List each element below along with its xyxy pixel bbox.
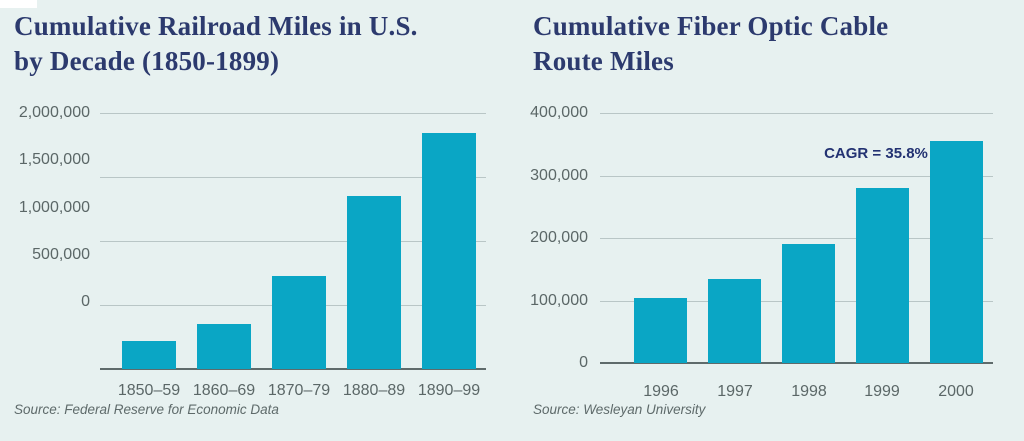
fiber-plot-area: 400,000 300,000 200,000 100,000 0 1996 1997 199…	[512, 0, 1024, 441]
x-tick-label: 1999	[864, 383, 900, 400]
railroad-title-line-1: Cumulative Railroad Miles in U.S.	[14, 11, 418, 41]
y-tick-label: 400,000	[530, 104, 588, 121]
y-tick-label: 2,000,000	[18, 104, 90, 121]
gridline	[600, 176, 993, 177]
bar-1996	[634, 298, 687, 363]
y-tick-label: 100,000	[530, 292, 588, 309]
gridline	[100, 241, 486, 242]
x-axis-line	[100, 368, 486, 370]
screenshot-edge-artifact	[0, 0, 37, 8]
x-tick-label: 1860–69	[192, 382, 256, 399]
bar-1998	[782, 244, 835, 363]
x-tick-label: 1890–99	[417, 382, 481, 399]
y-tick-label: 500,000	[32, 246, 90, 263]
bar-1880–89	[347, 196, 401, 369]
fiber-title-line-1: Cumulative Fiber Optic Cable	[533, 11, 889, 41]
x-tick-label: 2000	[938, 383, 974, 400]
gridline	[600, 238, 993, 239]
y-tick-label: 200,000	[530, 229, 588, 246]
fiber-title-line-2: Route Miles	[533, 46, 674, 76]
y-tick-label: 0	[81, 293, 90, 310]
x-tick-label: 1996	[643, 383, 679, 400]
railroad-chart-panel: Cumulative Railroad Miles in U.S. by Dec…	[14, 9, 486, 417]
y-tick-label: 300,000	[530, 167, 588, 184]
railroad-plot-area: 2,000,000 1,500,000 1,000,000 500,000 0 1850–…	[18, 104, 486, 399]
gridline	[100, 113, 486, 114]
bar-1997	[708, 279, 761, 363]
railroad-source-note: Source: Federal Reserve for Economic Dat…	[14, 402, 279, 417]
gridline	[600, 113, 993, 114]
railroad-chart-title: Cumulative Railroad Miles in U.S. by Dec…	[14, 9, 418, 79]
fiber-chart-title: Cumulative Fiber Optic Cable Route Miles	[533, 9, 888, 79]
gridline	[100, 177, 486, 178]
x-tick-label: 1850–59	[117, 382, 181, 399]
bar-1890–99	[422, 133, 476, 369]
x-axis-line	[600, 362, 993, 364]
fiber-chart-panel: Cumulative Fiber Optic Cable Route Miles…	[512, 0, 1024, 441]
bar-1850–59	[122, 341, 176, 369]
y-tick-label: 1,000,000	[18, 199, 90, 216]
y-tick-label: 1,500,000	[18, 151, 90, 168]
bar-1860–69	[197, 324, 251, 369]
x-tick-label: 1997	[717, 383, 753, 400]
y-tick-label: 0	[579, 354, 588, 371]
fiber-source-note: Source: Wesleyan University	[533, 402, 706, 417]
x-tick-label: 1880–89	[342, 382, 406, 399]
cagr-annotation: CAGR = 35.8%	[824, 145, 928, 162]
railroad-title-line-2: by Decade (1850-1899)	[14, 46, 280, 76]
bar-2000	[930, 141, 983, 363]
x-tick-label: 1870–79	[267, 382, 331, 399]
bar-1999	[856, 188, 909, 363]
bar-1870–79	[272, 276, 326, 369]
x-tick-label: 1998	[791, 383, 827, 400]
